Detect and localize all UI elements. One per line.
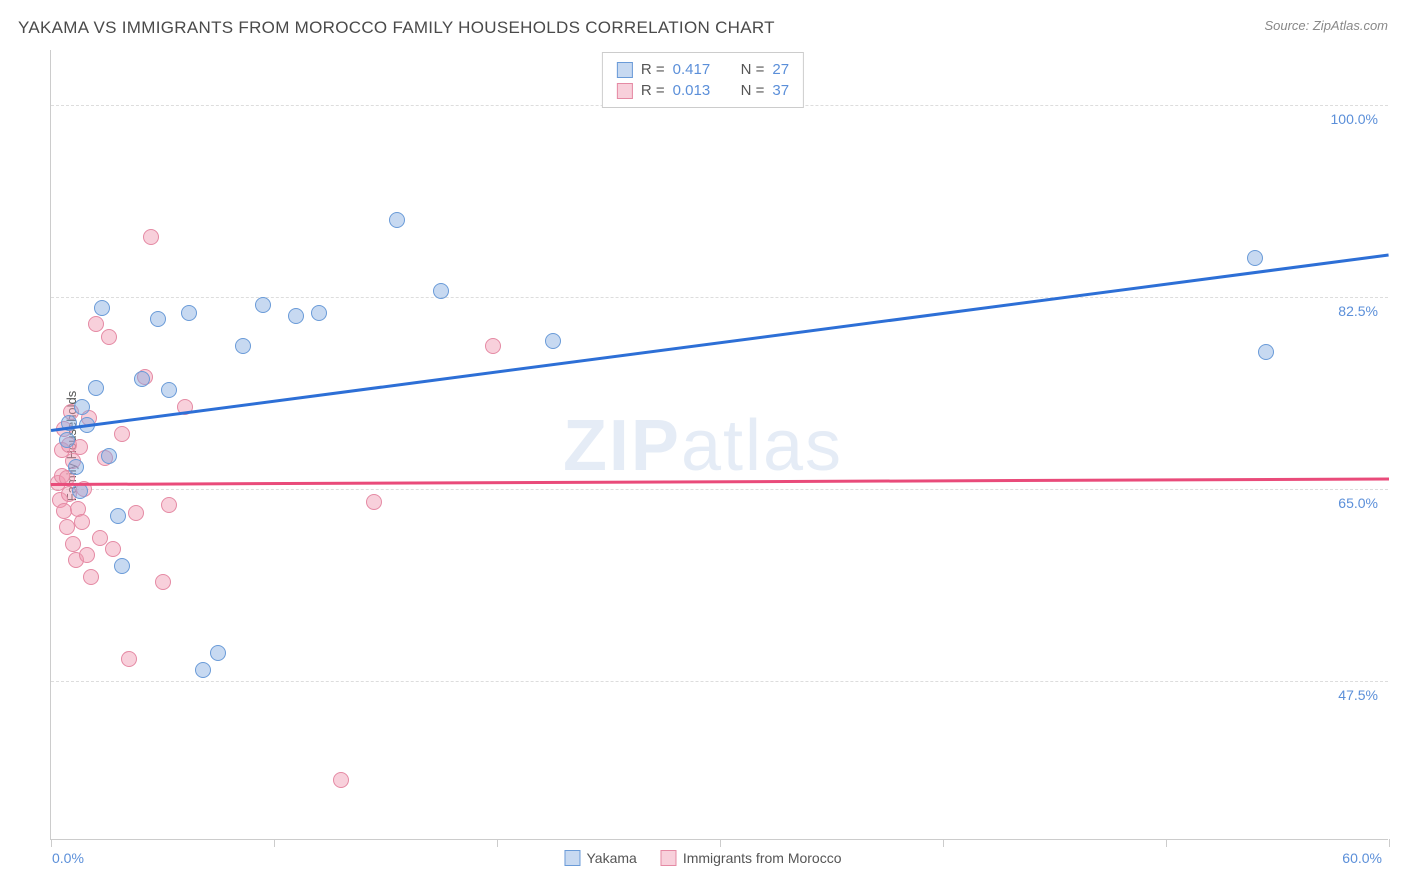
y-tick-label: 100.0% (1331, 111, 1378, 127)
data-point-morocco (105, 541, 121, 557)
data-point-yakama (545, 333, 561, 349)
data-point-morocco (161, 497, 177, 513)
gridline (51, 681, 1388, 682)
data-point-yakama (288, 308, 304, 324)
data-point-morocco (88, 316, 104, 332)
data-point-morocco (155, 574, 171, 590)
x-tick (1389, 839, 1390, 847)
trend-line-yakama (51, 253, 1389, 431)
gridline (51, 297, 1388, 298)
x-tick (1166, 839, 1167, 847)
data-point-morocco (74, 514, 90, 530)
data-point-morocco (121, 651, 137, 667)
data-point-yakama (161, 382, 177, 398)
y-tick-label: 82.5% (1338, 303, 1378, 319)
data-point-morocco (333, 772, 349, 788)
legend-swatch-yakama (564, 850, 580, 866)
n-value-morocco: 37 (772, 82, 789, 99)
data-point-yakama (210, 645, 226, 661)
data-point-yakama (1247, 250, 1263, 266)
data-point-yakama (195, 662, 211, 678)
x-tick (51, 839, 52, 847)
data-point-morocco (83, 569, 99, 585)
data-point-yakama (114, 558, 130, 574)
data-point-morocco (485, 338, 501, 354)
data-point-yakama (94, 300, 110, 316)
data-point-morocco (101, 329, 117, 345)
data-point-yakama (68, 459, 84, 475)
gridline (51, 489, 1388, 490)
x-tick (274, 839, 275, 847)
chart-plot-area: 47.5% 65.0% 82.5% 100.0% (50, 50, 1388, 840)
y-tick-label: 65.0% (1338, 495, 1378, 511)
data-point-yakama (74, 399, 90, 415)
legend-label-morocco: Immigrants from Morocco (683, 850, 842, 866)
r-value-morocco: 0.013 (673, 82, 721, 99)
data-point-yakama (134, 371, 150, 387)
data-point-morocco (366, 494, 382, 510)
data-point-yakama (88, 380, 104, 396)
data-point-yakama (235, 338, 251, 354)
data-point-morocco (72, 439, 88, 455)
legend-item-morocco: Immigrants from Morocco (661, 850, 842, 866)
data-point-yakama (181, 305, 197, 321)
data-point-yakama (59, 432, 75, 448)
data-point-morocco (59, 519, 75, 535)
stats-row-yakama: R = 0.417 N = 27 (617, 59, 789, 80)
data-point-yakama (433, 283, 449, 299)
chart-title: YAKAMA VS IMMIGRANTS FROM MOROCCO FAMILY… (18, 18, 775, 38)
r-value-yakama: 0.417 (673, 61, 721, 78)
y-tick-label: 47.5% (1338, 687, 1378, 703)
x-tick (497, 839, 498, 847)
data-point-morocco (143, 229, 159, 245)
data-point-yakama (150, 311, 166, 327)
legend-label-yakama: Yakama (586, 850, 636, 866)
x-tick (720, 839, 721, 847)
swatch-morocco (617, 83, 633, 99)
stats-row-morocco: R = 0.013 N = 37 (617, 80, 789, 101)
data-point-morocco (92, 530, 108, 546)
data-point-yakama (255, 297, 271, 313)
x-axis-max-label: 60.0% (1342, 850, 1382, 866)
trend-line-morocco (51, 478, 1389, 486)
data-point-yakama (311, 305, 327, 321)
data-point-yakama (72, 483, 88, 499)
data-point-morocco (65, 536, 81, 552)
correlation-stats-box: R = 0.417 N = 27 R = 0.013 N = 37 (602, 52, 804, 108)
data-point-yakama (1258, 344, 1274, 360)
x-axis-min-label: 0.0% (52, 850, 84, 866)
data-point-morocco (114, 426, 130, 442)
data-point-morocco (128, 505, 144, 521)
source-label: Source: ZipAtlas.com (1264, 18, 1388, 33)
legend-swatch-morocco (661, 850, 677, 866)
data-point-morocco (79, 547, 95, 563)
swatch-yakama (617, 62, 633, 78)
data-point-yakama (389, 212, 405, 228)
data-point-yakama (110, 508, 126, 524)
data-point-yakama (101, 448, 117, 464)
n-value-yakama: 27 (772, 61, 789, 78)
legend: Yakama Immigrants from Morocco (564, 850, 841, 866)
legend-item-yakama: Yakama (564, 850, 636, 866)
x-tick (943, 839, 944, 847)
